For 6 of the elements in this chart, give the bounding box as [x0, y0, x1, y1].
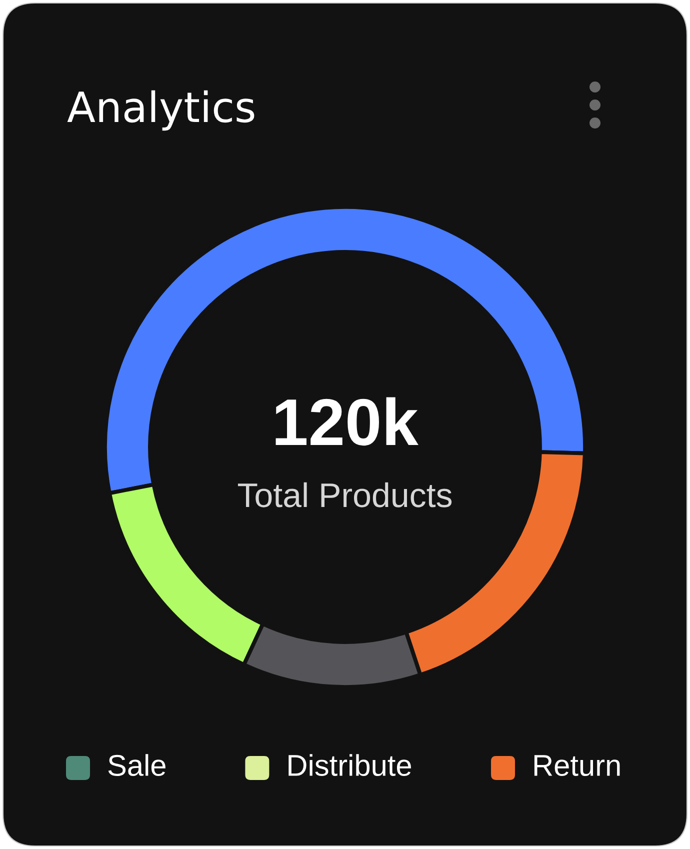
text: 120k	[276, 397, 418, 446]
category-label: Sale	[108, 754, 166, 776]
category-label: Distribute	[288, 754, 411, 776]
text: Total Products	[238, 482, 452, 508]
chart-title: Analytics	[67, 90, 254, 131]
category-label: Return	[534, 755, 620, 776]
